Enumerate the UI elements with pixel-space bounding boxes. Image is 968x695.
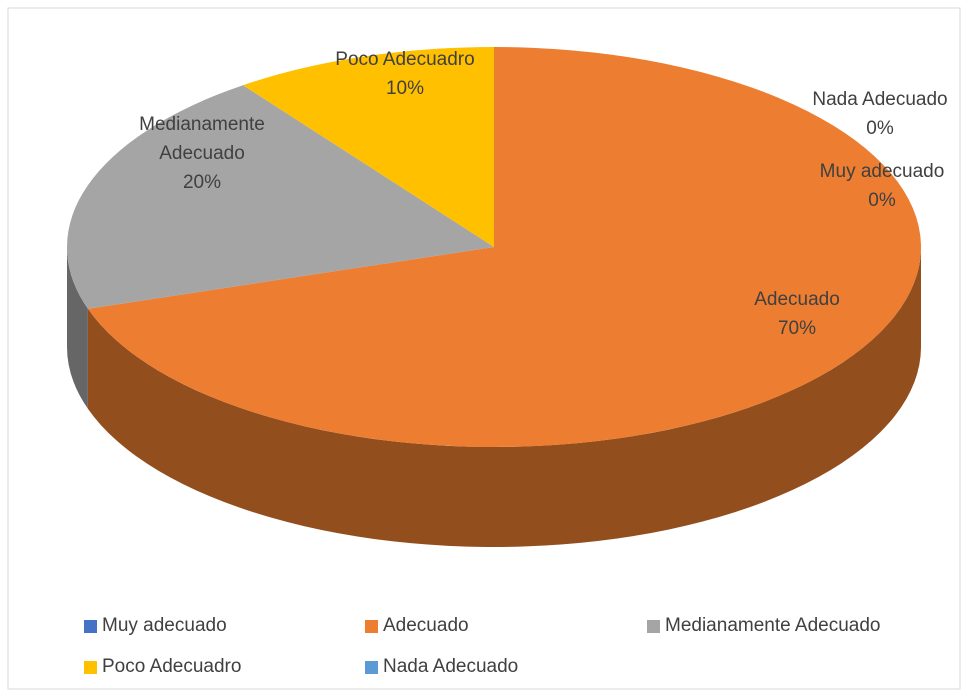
data-label-value: 70% — [777, 318, 817, 339]
legend-item: Adecuado — [365, 615, 469, 637]
data-label-value: 20% — [182, 172, 222, 193]
legend-swatch — [365, 660, 378, 674]
data-label-name: Nada Adecuado — [812, 89, 948, 110]
data-label-value: 0% — [866, 118, 894, 139]
data-label: Adecuado 70% — [697, 285, 897, 343]
legend-swatch — [647, 619, 660, 633]
data-label-value: 0% — [868, 190, 896, 211]
pie-side — [87, 247, 921, 547]
data-label-value: 10% — [385, 78, 425, 99]
legend-item: Nada Adecuado — [365, 656, 518, 678]
data-label-name: Adecuado — [754, 289, 840, 310]
legend-label: Medianamente Adecuado — [665, 615, 881, 636]
legend-label: Poco Adecuadro — [102, 656, 242, 677]
data-label-name: Poco Adecuadro — [335, 49, 475, 70]
legend-label: Nada Adecuado — [383, 656, 519, 677]
legend-swatch — [365, 619, 378, 633]
legend-item: Poco Adecuadro — [84, 656, 241, 678]
legend-swatch — [84, 619, 97, 633]
pie-slice — [67, 85, 495, 309]
data-label: Muy adecuado 0% — [782, 157, 968, 215]
pie-slice — [243, 47, 494, 247]
data-label: Poco Adecuadro 10% — [305, 45, 505, 103]
data-label-name: Muy adecuado — [819, 161, 945, 182]
data-label: Medianamente Adecuado 20% — [122, 110, 282, 197]
legend-item: Medianamente Adecuado — [647, 615, 881, 637]
legend-label: Muy adecuado — [102, 615, 227, 636]
legend-swatch — [84, 660, 97, 674]
pie-side — [67, 247, 88, 409]
pie-slice — [87, 47, 922, 448]
legend-item: Muy adecuado — [84, 615, 227, 637]
legend-label: Adecuado — [383, 615, 469, 636]
data-label: Nada Adecuado 0% — [780, 85, 968, 143]
data-label-name: Medianamente Adecuado — [139, 114, 265, 164]
